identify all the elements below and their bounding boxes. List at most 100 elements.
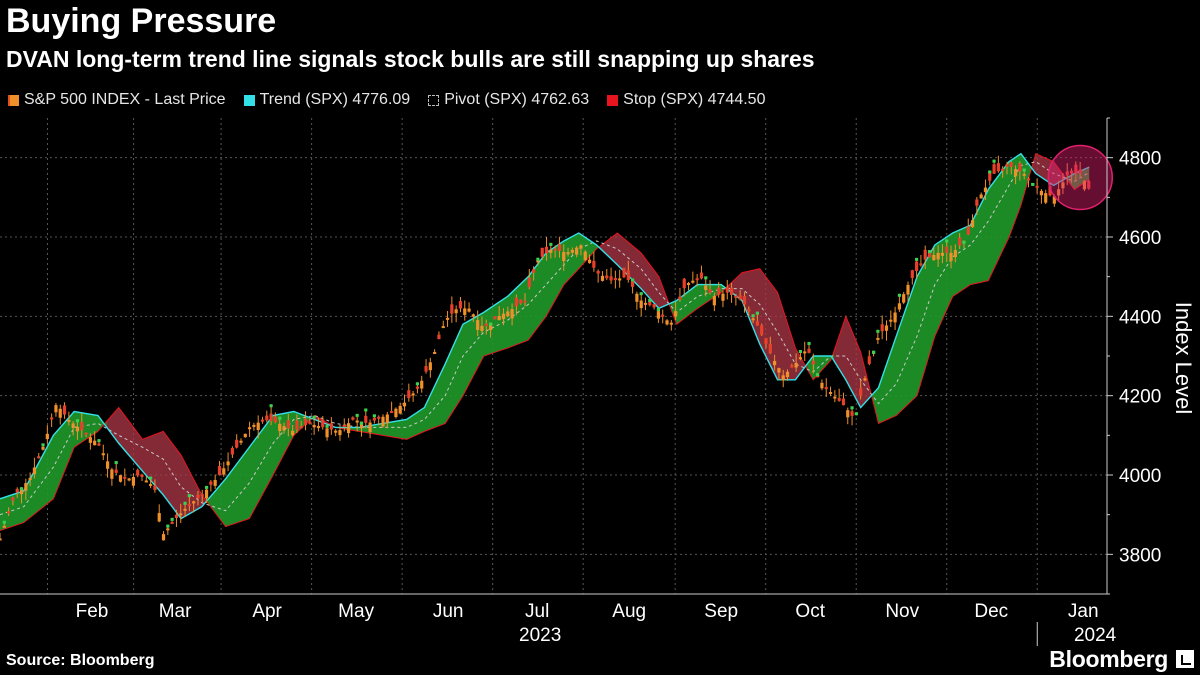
price-bar-cap xyxy=(204,485,209,489)
price-bar xyxy=(291,424,295,437)
price-bar-cap xyxy=(876,329,880,333)
price-bar-cap xyxy=(1031,182,1035,186)
price-bar-body xyxy=(217,466,222,476)
price-bar xyxy=(626,260,630,283)
price-bar xyxy=(1031,182,1035,186)
price-bar-body xyxy=(523,300,527,303)
x-tick-label-feb: Feb xyxy=(76,601,109,622)
price-bar xyxy=(747,306,751,316)
price-bar xyxy=(523,293,527,307)
bloomberg-logo: Bloomberg xyxy=(1049,646,1168,672)
price-bar-body xyxy=(394,408,398,418)
price-bar xyxy=(807,341,811,354)
price-bar xyxy=(213,474,217,490)
price-bar xyxy=(600,271,605,282)
price-bar-cap xyxy=(278,416,282,420)
price-bar xyxy=(777,367,781,381)
price-bar-body xyxy=(863,378,867,381)
price-bar xyxy=(643,297,648,311)
price-bar-body xyxy=(291,430,295,436)
price-bar-body xyxy=(665,320,669,325)
price-bar-body xyxy=(618,278,622,281)
price-bar-body xyxy=(67,419,71,422)
price-bar-body xyxy=(84,432,88,435)
price-bar-body xyxy=(157,513,161,522)
bull-band-8 xyxy=(807,351,834,380)
price-bar xyxy=(390,401,394,414)
price-bar-body xyxy=(605,275,609,279)
price-bar-body xyxy=(833,396,837,399)
price-bar-body xyxy=(454,309,458,314)
price-bar-body xyxy=(75,426,80,432)
price-bar-body xyxy=(372,418,376,421)
price-bar xyxy=(876,329,880,345)
price-bar-body xyxy=(213,479,217,486)
line-layer xyxy=(0,152,1090,532)
bull-band-12 xyxy=(1068,167,1090,190)
price-bar xyxy=(497,306,501,321)
price-bar xyxy=(983,179,988,201)
price-bar-body xyxy=(269,413,273,422)
price-bar-body xyxy=(867,356,871,364)
price-bar xyxy=(179,503,183,524)
price-bar xyxy=(204,485,209,504)
price-bar-body xyxy=(488,322,493,331)
bear-band-9 xyxy=(833,316,873,408)
price-bar-body xyxy=(721,293,725,301)
price-bar-body xyxy=(906,284,910,295)
price-bar xyxy=(488,322,493,338)
price-bar-body xyxy=(351,417,355,420)
price-bar xyxy=(269,404,273,426)
price-bar-body xyxy=(841,398,846,406)
price-bar-body xyxy=(325,428,329,438)
price-bar xyxy=(75,419,80,440)
price-bar-body xyxy=(643,302,648,305)
price-bar-body xyxy=(630,281,635,287)
price-bar-body xyxy=(1057,189,1061,196)
bull-band-0 xyxy=(0,411,107,531)
bloomberg-mark-icon xyxy=(1176,650,1194,668)
price-bar-body xyxy=(734,295,738,298)
price-bar-body xyxy=(613,278,617,281)
price-bar-body xyxy=(381,416,385,427)
price-bar xyxy=(557,236,562,258)
x-tick-label-apr: Apr xyxy=(252,601,282,622)
price-bar xyxy=(1005,161,1009,175)
price-bar xyxy=(794,353,798,372)
price-bar-body xyxy=(923,249,927,260)
price-bar-body xyxy=(303,418,308,426)
price-bar xyxy=(785,369,790,381)
price-bar-body xyxy=(252,424,256,427)
price-bar xyxy=(549,242,553,259)
price-bar-body xyxy=(992,164,996,174)
price-bar-body xyxy=(192,501,196,504)
legend-item-trend[interactable]: Trend (SPX) 4776.09 xyxy=(243,91,410,109)
price-bar xyxy=(544,237,549,261)
price-bar-body xyxy=(144,480,148,483)
legend-item-pivot[interactable]: Pivot (SPX) 4762.63 xyxy=(428,91,589,109)
price-bar-body xyxy=(45,433,49,440)
price-bar-body xyxy=(889,319,893,322)
price-bar-body xyxy=(445,317,450,320)
price-bar-body xyxy=(919,263,923,266)
price-bar-body xyxy=(364,415,368,423)
price-bar xyxy=(437,331,441,340)
price-bar xyxy=(742,292,747,313)
price-bar xyxy=(45,425,49,444)
legend-item-stop[interactable]: Stop (SPX) 4744.50 xyxy=(607,91,765,109)
price-bar xyxy=(445,310,450,327)
price-bar xyxy=(420,375,424,393)
price-bar-body xyxy=(859,388,863,396)
price-bar xyxy=(364,408,368,429)
price-bar-body xyxy=(945,246,949,253)
price-bar-body xyxy=(1013,169,1018,177)
price-bar-body xyxy=(105,461,110,469)
price-bar-body xyxy=(420,380,424,389)
price-bar-body xyxy=(536,260,540,263)
price-bar xyxy=(562,244,566,271)
highlight-circle xyxy=(1047,144,1114,211)
axis-layer: 3800 4000 4200 4400 4600 4800 Index Level Feb Ma… xyxy=(0,117,1196,646)
price-bar xyxy=(566,247,570,257)
x-tick-label-sep: Sep xyxy=(704,601,738,622)
legend-item-price[interactable]: S&P 500 INDEX - Last Price xyxy=(8,91,226,109)
